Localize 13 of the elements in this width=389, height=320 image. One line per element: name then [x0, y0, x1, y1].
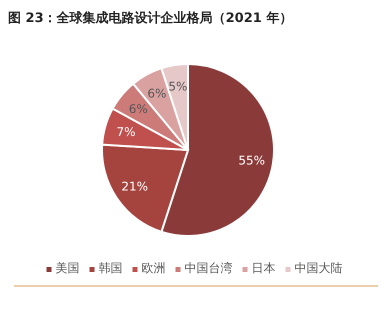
data-label: 55%: [238, 153, 266, 168]
data-label: 6%: [147, 86, 166, 101]
data-label: 7%: [116, 125, 136, 140]
legend-label: 欧洲: [142, 261, 166, 275]
data-label: 5%: [168, 79, 188, 94]
legend-label: 中国大陆: [294, 261, 342, 275]
legend-label: 日本: [252, 261, 276, 275]
data-label: 6%: [128, 102, 148, 116]
legend-label: 中国台湾: [184, 261, 232, 275]
chart-title: 图 23：全球集成电路设计企业格局（2021 年）: [8, 10, 292, 26]
legend-label: 韩国: [98, 261, 122, 275]
data-label: 21%: [121, 179, 148, 194]
legend-label: 美国: [56, 261, 80, 275]
